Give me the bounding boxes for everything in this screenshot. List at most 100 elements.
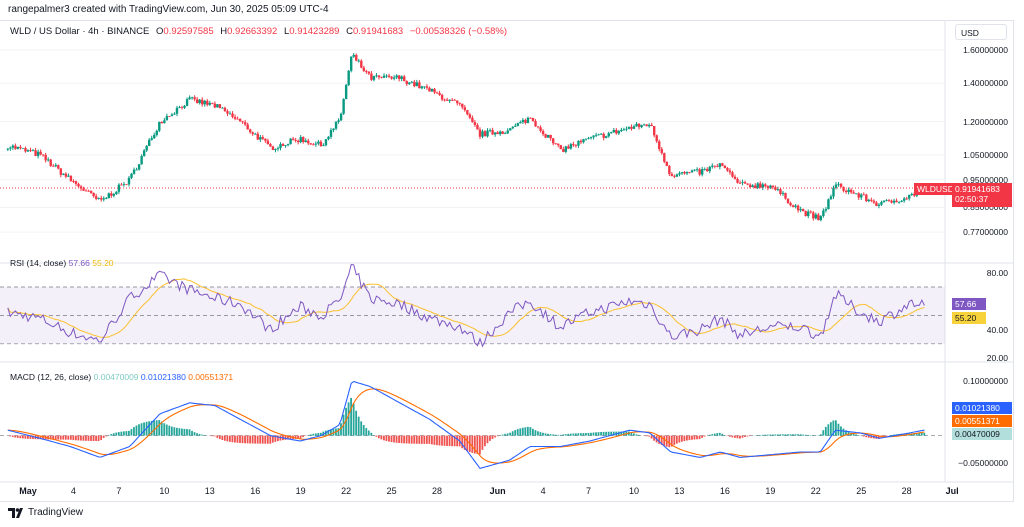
- macd-histogram-bar: [569, 433, 572, 436]
- macd-histogram-bar: [259, 435, 262, 444]
- macd-histogram-bar: [845, 430, 847, 436]
- chart-credit: rangepalmer3 created with TradingView.co…: [8, 4, 329, 15]
- candle-body: [794, 205, 797, 207]
- macd-histogram-bar: [410, 435, 413, 444]
- last-price-tag: 0.91941683 02:50:37: [952, 183, 1012, 207]
- candle-body: [754, 185, 757, 188]
- macd-histogram-bar: [309, 434, 312, 436]
- macd-histogram-bar: [683, 435, 686, 442]
- rsi-label[interactable]: RSI (14, close): [10, 258, 67, 268]
- macd-histogram-bar: [585, 433, 587, 436]
- macd-histogram-bar: [867, 435, 870, 438]
- candle-body: [483, 131, 487, 137]
- macd-histogram-bar: [408, 435, 411, 444]
- macd-histogram-bar: [160, 421, 163, 436]
- macd-histogram-bar: [857, 435, 860, 436]
- macd-histogram-bar: [708, 434, 711, 436]
- macd-histogram-bar: [39, 435, 42, 440]
- candle-body: [703, 169, 706, 170]
- candle-body: [264, 138, 267, 141]
- macd-histogram-bar: [59, 435, 62, 440]
- macd-histogram-bar: [862, 435, 865, 437]
- macd-histogram-bar: [269, 435, 272, 444]
- macd-histogram-bar: [216, 435, 219, 438]
- time-tick: 4: [540, 486, 546, 496]
- macd-histogram-bar: [287, 435, 289, 440]
- tradingview-logo[interactable]: TradingView: [8, 507, 83, 518]
- macd-histogram-bar: [478, 435, 481, 455]
- macd-histogram-bar: [635, 434, 638, 436]
- macd-histogram-bar: [236, 435, 239, 443]
- macd-histogram-bar: [234, 435, 236, 443]
- macd-histogram-bar: [405, 435, 408, 444]
- candle-body: [557, 143, 560, 146]
- candle-body: [173, 113, 176, 115]
- symbol-name[interactable]: WLD / US Dollar · 4h · BINANCE: [10, 26, 150, 37]
- candle-body: [814, 214, 817, 219]
- candle-body: [663, 153, 666, 162]
- macd-histogram-bar: [524, 427, 527, 436]
- macd-histogram-bar: [787, 434, 789, 436]
- macd-histogram-bar: [438, 435, 441, 446]
- candle-body: [165, 116, 169, 121]
- candle-body: [872, 200, 876, 203]
- macd-histogram-bar: [824, 426, 827, 436]
- macd-histogram-bar: [741, 435, 744, 438]
- candle-body: [440, 94, 444, 100]
- chart-canvas[interactable]: [0, 20, 1014, 502]
- candle-body: [249, 129, 252, 133]
- candle-body: [463, 107, 467, 111]
- macd-histogram-bar: [183, 428, 186, 436]
- candle-body: [395, 75, 398, 78]
- candle-body: [834, 184, 838, 188]
- candle-body: [238, 119, 242, 122]
- macd-histogram-bar: [602, 431, 605, 436]
- candle-body: [415, 82, 419, 87]
- macd-label[interactable]: MACD (12, 26, close): [10, 372, 92, 382]
- candle-body: [791, 205, 795, 207]
- candle-body: [254, 133, 257, 135]
- candle-body: [24, 147, 27, 152]
- macd-histogram-bar: [855, 434, 857, 436]
- macd-histogram-bar: [693, 435, 696, 440]
- candle-body: [599, 133, 603, 135]
- candle-body: [365, 70, 368, 72]
- candle-body: [302, 137, 305, 143]
- candle-body: [569, 144, 573, 149]
- macd-histogram-bar: [90, 435, 92, 441]
- currency-selector[interactable]: USD: [955, 24, 1007, 40]
- candle-body: [615, 129, 618, 134]
- candle-body: [642, 124, 646, 126]
- macd-histogram-bar: [865, 435, 868, 438]
- candle-body: [380, 77, 383, 78]
- macd-histogram-bar: [579, 433, 582, 436]
- time-tick: 19: [295, 486, 306, 496]
- candle-body: [195, 99, 199, 104]
- candle-body: [731, 172, 734, 177]
- macd-histogram-bar: [327, 429, 330, 436]
- macd-histogram-bar: [516, 429, 519, 436]
- macd-histogram-bar: [701, 435, 703, 438]
- macd-histogram-bar: [771, 434, 774, 436]
- macd-histogram-bar: [466, 435, 469, 452]
- macd-histogram-bar: [395, 435, 398, 443]
- candle-body: [89, 190, 93, 193]
- macd-histogram-bar: [125, 431, 128, 436]
- macd-histogram-bar: [549, 434, 552, 436]
- candle-body: [190, 97, 194, 99]
- macd-histogram-bar: [196, 433, 198, 436]
- candle-body: [867, 199, 871, 202]
- macd-histogram-bar: [128, 430, 130, 436]
- macd-histogram-bar: [153, 420, 156, 436]
- candle-body: [658, 141, 661, 150]
- candle-body: [57, 165, 60, 169]
- candle-body: [360, 60, 363, 68]
- candle-body: [213, 103, 217, 108]
- candle-body: [236, 118, 239, 120]
- candle-body: [900, 200, 903, 202]
- candle-body: [587, 138, 590, 139]
- price-tick: 1.20000000: [963, 116, 1008, 127]
- rsi-legend: RSI (14, close) 57.66 55.20: [10, 258, 114, 268]
- candle-body: [766, 186, 770, 188]
- candle-body: [39, 151, 42, 155]
